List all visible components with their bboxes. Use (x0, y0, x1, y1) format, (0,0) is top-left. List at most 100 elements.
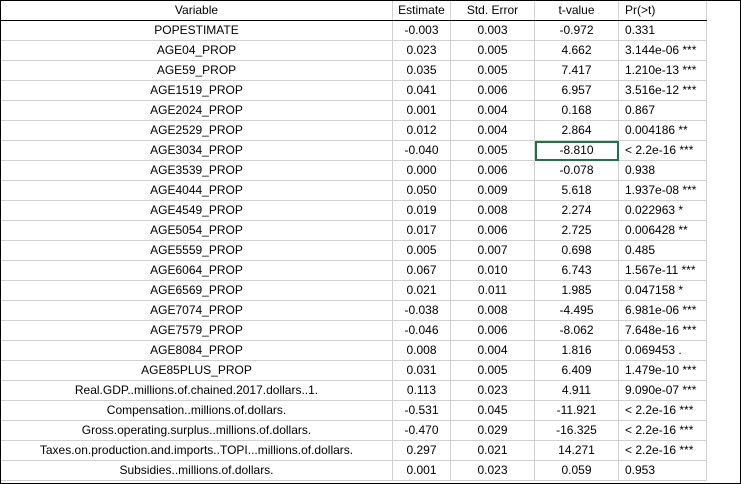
cell-std-error[interactable]: 0.029 (450, 420, 535, 441)
cell-std-error[interactable]: 0.011 (450, 280, 535, 301)
cell-estimate[interactable]: -0.470 (392, 420, 451, 441)
cell-variable[interactable]: AGE6569_PROP (0, 280, 393, 301)
cell-std-error[interactable]: 0.005 (450, 360, 535, 381)
cell-t-value[interactable]: 1.816 (534, 340, 619, 361)
cell-variable[interactable]: AGE4549_PROP (0, 200, 393, 221)
cell-std-error[interactable]: 0.007 (450, 240, 535, 261)
cell-estimate[interactable]: 0.000 (392, 160, 451, 181)
cell-estimate[interactable]: 0.001 (392, 460, 451, 481)
cell-std-error[interactable]: 0.004 (450, 100, 535, 121)
column-header-variable[interactable]: Variable (0, 0, 393, 21)
cell-p-value[interactable]: 1.210e-13 *** (618, 60, 707, 81)
cell-p-value[interactable]: < 2.2e-16 *** (618, 140, 707, 161)
cell-estimate[interactable]: -0.038 (392, 300, 451, 321)
cell-variable[interactable]: AGE8084_PROP (0, 340, 393, 361)
cell-t-value[interactable]: 0.059 (534, 460, 619, 481)
cell-p-value[interactable]: 3.516e-12 *** (618, 80, 707, 101)
cell-variable[interactable]: AGE04_PROP (0, 40, 393, 61)
cell-variable[interactable]: AGE5559_PROP (0, 240, 393, 261)
cell-std-error[interactable]: 0.004 (450, 340, 535, 361)
cell-std-error[interactable]: 0.005 (450, 140, 535, 161)
cell-std-error[interactable]: 0.006 (450, 160, 535, 181)
cell-t-value[interactable]: 2.864 (534, 120, 619, 141)
column-header-p-value[interactable]: Pr(>t) (618, 0, 707, 21)
cell-t-value[interactable]: 5.618 (534, 180, 619, 201)
cell-t-value[interactable]: -0.078 (534, 160, 619, 181)
cell-t-value[interactable]: 6.409 (534, 360, 619, 381)
cell-variable[interactable]: Real.GDP..millions.of.chained.2017.dolla… (0, 380, 393, 401)
cell-estimate[interactable]: 0.019 (392, 200, 451, 221)
cell-variable[interactable]: AGE7074_PROP (0, 300, 393, 321)
cell-t-value[interactable]: 14.271 (534, 440, 619, 461)
cell-std-error[interactable]: 0.008 (450, 300, 535, 321)
cell-variable[interactable]: AGE59_PROP (0, 60, 393, 81)
cell-estimate[interactable]: -0.531 (392, 400, 451, 421)
cell-variable[interactable]: AGE3034_PROP (0, 140, 393, 161)
cell-std-error[interactable]: 0.006 (450, 220, 535, 241)
cell-estimate[interactable]: 0.031 (392, 360, 451, 381)
cell-variable[interactable]: POPESTIMATE (0, 20, 393, 41)
cell-std-error[interactable]: 0.045 (450, 400, 535, 421)
cell-estimate[interactable]: 0.008 (392, 340, 451, 361)
cell-std-error[interactable]: 0.008 (450, 200, 535, 221)
cell-t-value[interactable]: -4.495 (534, 300, 619, 321)
cell-estimate[interactable]: 0.035 (392, 60, 451, 81)
cell-estimate[interactable]: -0.040 (392, 140, 451, 161)
cell-variable[interactable]: AGE1519_PROP (0, 80, 393, 101)
cell-std-error[interactable]: 0.006 (450, 320, 535, 341)
cell-std-error[interactable]: 0.003 (450, 20, 535, 41)
cell-variable[interactable]: Subsidies..millions.of.dollars. (0, 460, 393, 481)
cell-estimate[interactable]: 0.001 (392, 100, 451, 121)
cell-t-value[interactable]: -8.062 (534, 320, 619, 341)
cell-p-value[interactable]: < 2.2e-16 *** (618, 400, 707, 421)
cell-estimate[interactable]: 0.041 (392, 80, 451, 101)
cell-std-error[interactable]: 0.021 (450, 440, 535, 461)
cell-estimate[interactable]: 0.021 (392, 280, 451, 301)
cell-std-error[interactable]: 0.005 (450, 60, 535, 81)
cell-t-value[interactable]: 0.698 (534, 240, 619, 261)
selected-cell[interactable]: -8.810 (534, 140, 619, 161)
cell-p-value[interactable]: 1.479e-10 *** (618, 360, 707, 381)
cell-std-error[interactable]: 0.005 (450, 40, 535, 61)
cell-t-value[interactable]: 4.662 (534, 40, 619, 61)
cell-t-value[interactable]: -0.972 (534, 20, 619, 41)
cell-p-value[interactable]: < 2.2e-16 *** (618, 440, 707, 461)
cell-p-value[interactable]: 0.953 (618, 460, 707, 481)
cell-p-value[interactable]: 0.069453 . (618, 340, 707, 361)
cell-estimate[interactable]: -0.046 (392, 320, 451, 341)
cell-variable[interactable]: Gross.operating.surplus..millions.of.dol… (0, 420, 393, 441)
cell-p-value[interactable]: 6.981e-06 *** (618, 300, 707, 321)
cell-p-value[interactable]: 7.648e-16 *** (618, 320, 707, 341)
cell-p-value[interactable]: 1.937e-08 *** (618, 180, 707, 201)
cell-std-error[interactable]: 0.006 (450, 80, 535, 101)
cell-p-value[interactable]: 0.022963 * (618, 200, 707, 221)
cell-variable[interactable]: Compensation..millions.of.dollars. (0, 400, 393, 421)
column-header-estimate[interactable]: Estimate (392, 0, 451, 21)
cell-variable[interactable]: AGE4044_PROP (0, 180, 393, 201)
cell-p-value[interactable]: 0.331 (618, 20, 707, 41)
cell-estimate[interactable]: 0.113 (392, 380, 451, 401)
cell-estimate[interactable]: 0.067 (392, 260, 451, 281)
cell-t-value[interactable]: 2.725 (534, 220, 619, 241)
cell-estimate[interactable]: 0.012 (392, 120, 451, 141)
cell-p-value[interactable]: 3.144e-06 *** (618, 40, 707, 61)
cell-t-value[interactable]: 6.743 (534, 260, 619, 281)
cell-estimate[interactable]: 0.017 (392, 220, 451, 241)
cell-t-value[interactable]: 7.417 (534, 60, 619, 81)
cell-estimate[interactable]: 0.297 (392, 440, 451, 461)
cell-variable[interactable]: AGE3539_PROP (0, 160, 393, 181)
cell-variable[interactable]: AGE7579_PROP (0, 320, 393, 341)
cell-p-value[interactable]: < 2.2e-16 *** (618, 420, 707, 441)
cell-t-value[interactable]: 4.911 (534, 380, 619, 401)
cell-std-error[interactable]: 0.009 (450, 180, 535, 201)
cell-p-value[interactable]: 0.485 (618, 240, 707, 261)
cell-estimate[interactable]: 0.023 (392, 40, 451, 61)
cell-variable[interactable]: AGE2024_PROP (0, 100, 393, 121)
cell-estimate[interactable]: 0.005 (392, 240, 451, 261)
cell-t-value[interactable]: 1.985 (534, 280, 619, 301)
column-header-t-value[interactable]: t-value (534, 0, 619, 21)
cell-variable[interactable]: AGE5054_PROP (0, 220, 393, 241)
cell-variable[interactable]: AGE6064_PROP (0, 260, 393, 281)
cell-t-value[interactable]: 0.168 (534, 100, 619, 121)
cell-estimate[interactable]: 0.050 (392, 180, 451, 201)
